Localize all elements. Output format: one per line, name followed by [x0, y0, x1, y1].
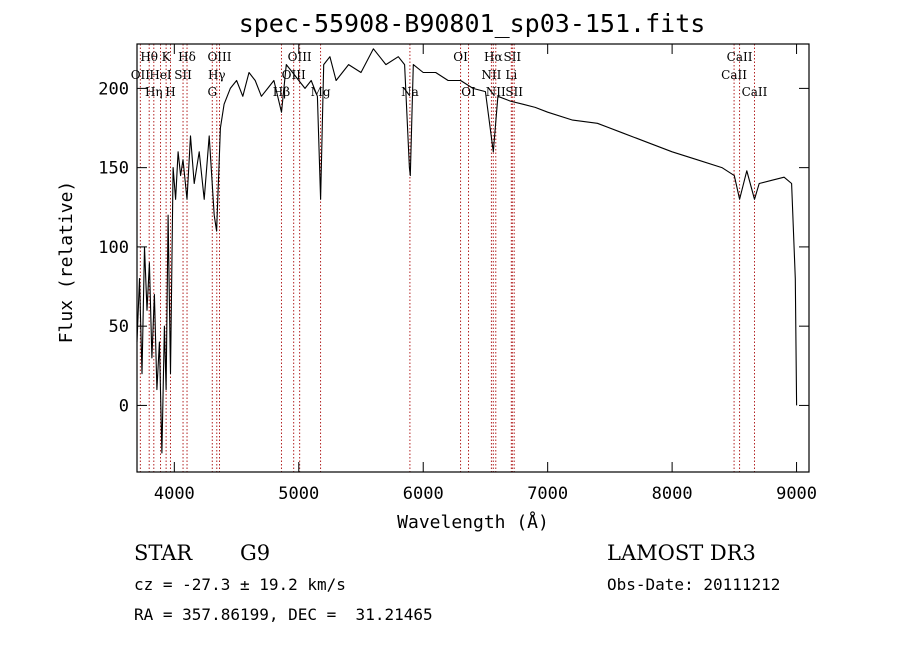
flux-series-line [136, 48, 798, 454]
redshift-cz: cz = -27.3 ± 19.2 km/s [134, 575, 346, 594]
x-tick-label: 9000 [776, 484, 817, 504]
spectral-line-label: Hα [484, 50, 503, 64]
spectral-line-label: SII [503, 50, 521, 64]
spectral-line-label: NII [486, 85, 506, 99]
spectral-line-label: OII [131, 68, 151, 82]
spectral-line-label: Hη [145, 85, 163, 99]
obs-date: Obs-Date: 20111212 [607, 575, 780, 594]
spectral-line-label: SII [505, 85, 523, 99]
spectral-line-label: Li [505, 68, 517, 82]
spectral-line-label: Na [401, 85, 419, 99]
spectral-line-label: H [165, 85, 175, 99]
spectral-line-label: OIII [282, 68, 306, 82]
spectral-line-label: OIII [207, 50, 231, 64]
spectral-line-label: Hθ [140, 50, 158, 64]
x-tick-label: 7000 [527, 484, 568, 504]
x-tick-label: 6000 [403, 484, 444, 504]
spectral-line-label: HeI [149, 68, 172, 82]
spectral-line-label: Mg [311, 85, 331, 99]
x-tick-label: 8000 [652, 484, 693, 504]
y-tick-label: 100 [98, 238, 129, 258]
y-tick-label: 150 [98, 159, 129, 179]
spectral-line-label: OIII [288, 50, 312, 64]
spectral-line-label: G [207, 85, 217, 99]
spectral-line-label: NII [481, 68, 501, 82]
spectral-line-label: OI [453, 50, 468, 64]
y-axis-ticks: 0 50 100 150 200 [98, 79, 809, 416]
x-tick-label: 5000 [278, 484, 319, 504]
spectral-line-label: SII [174, 68, 192, 82]
spectral-line-label: Hγ [208, 68, 226, 82]
spectral-line-markers [139, 44, 755, 472]
y-tick-label: 0 [119, 396, 129, 416]
spectral-line-label: CaII [721, 68, 747, 82]
spectral-line-label: K [162, 50, 172, 64]
sky-coordinates: RA = 357.86199, DEC = 31.21465 [134, 605, 433, 624]
y-tick-label: 50 [109, 317, 129, 337]
y-axis-label: Flux (relative) [56, 181, 77, 344]
object-class: STAR [134, 541, 193, 565]
y-tick-label: 200 [98, 79, 129, 99]
x-tick-label: 4000 [154, 484, 195, 504]
survey-name: LAMOST DR3 [607, 541, 756, 565]
object-subclass: G9 [240, 541, 270, 565]
spectral-line-label: OI [461, 85, 476, 99]
plot-frame [136, 43, 810, 473]
spectral-line-label: Hδ [178, 50, 196, 64]
x-axis-ticks: 4000 5000 6000 7000 8000 9000 [154, 44, 817, 504]
chart-title: spec-55908-B90801_sp03-151.fits [239, 9, 706, 38]
spectral-line-label: CaII [727, 50, 753, 64]
spectral-line-label: CaII [742, 85, 768, 99]
x-axis-label: Wavelength (Å) [397, 511, 549, 533]
